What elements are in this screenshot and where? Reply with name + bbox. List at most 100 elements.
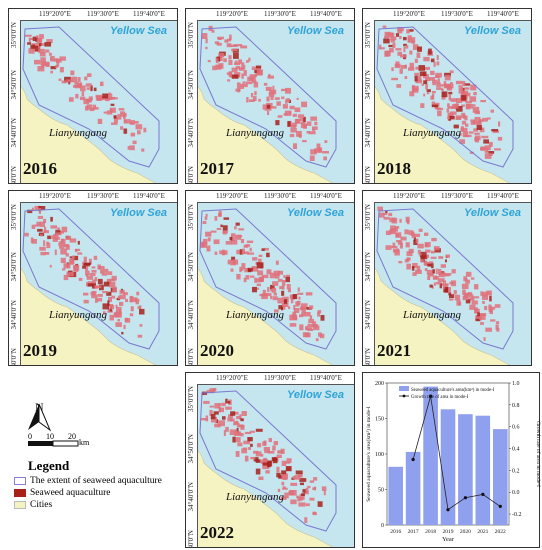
legend-title: Legend	[28, 458, 70, 473]
longitude-ticks: 119°20'0"E 119°30'0"E 119°40'0"E	[9, 9, 177, 21]
longitude-tick: 119°30'0"E	[87, 192, 119, 200]
year-label: 2016	[23, 159, 57, 178]
aquaculture-extent-outline	[199, 208, 337, 350]
year-label: 2019	[23, 341, 57, 360]
latitude-tick: 34°50'0"N	[187, 70, 195, 100]
right-axis-label: Growth rate of area in mode-I	[535, 421, 541, 487]
latitude-tick: 35°0'0"N	[10, 204, 18, 230]
latitude-tick: 34°50'0"N	[10, 70, 18, 100]
latitude-tick: 34°40'0"N	[187, 300, 195, 330]
longitude-tick: 119°40'0"E	[133, 192, 165, 200]
longitude-tick: 119°20'0"E	[216, 10, 248, 18]
year-label: 2022	[200, 523, 234, 542]
latitude-tick: 34°50'0"N	[10, 252, 18, 282]
aquaculture-patches	[24, 34, 147, 152]
legend-bar-swatch	[399, 386, 409, 391]
latitude-tick: 34°30'0"N	[187, 166, 195, 184]
longitude-tick: 119°40'0"E	[310, 374, 342, 382]
legend-label-cities: Cities	[30, 500, 53, 510]
bar-2016	[388, 466, 403, 525]
longitude-tick: 119°30'0"E	[441, 10, 473, 18]
legend-item-extent: The extent of seaweed aquaculture	[14, 476, 162, 486]
latitude-tick: 34°40'0"N	[10, 118, 18, 148]
left-tick-label: 50	[378, 488, 384, 494]
x-tick-label: 2017	[408, 529, 419, 535]
latitude-tick: 34°40'0"N	[364, 118, 372, 148]
growth-point-2020	[463, 496, 467, 500]
map-graphic	[186, 25, 337, 183]
map-graphic	[363, 206, 514, 365]
city-label: Lianyungang	[226, 491, 285, 503]
longitude-tick: 119°40'0"E	[133, 10, 165, 18]
latitude-tick: 35°0'0"N	[187, 22, 195, 48]
left-tick-label: 0	[381, 523, 384, 529]
longitude-ticks: 119°20'0"E 119°30'0"E 119°40'0"E	[186, 191, 354, 203]
coastline-land	[186, 78, 333, 183]
coastline-land	[186, 260, 333, 365]
longitude-tick: 119°20'0"E	[39, 192, 71, 200]
right-tick-label: 0.4	[512, 447, 520, 453]
longitude-tick: 119°40'0"E	[487, 192, 519, 200]
map-panel-2022: 119°20'0"E 119°30'0"E 119°40'0"E 35°0'0"N 34…	[185, 372, 355, 548]
longitude-tick: 119°30'0"E	[264, 374, 296, 382]
legend-label-aquaculture: Seaweed aquaculture	[30, 488, 111, 498]
aquaculture-extent-outline	[22, 208, 160, 350]
city-label: Lianyungang	[403, 309, 462, 321]
growth-point-2021	[481, 492, 485, 496]
aquaculture-patches	[377, 206, 501, 341]
scale-tick-10: 10	[46, 432, 54, 441]
longitude-ticks: 119°20'0"E 119°30'0"E 119°40'0"E	[186, 9, 354, 21]
scale-bar	[28, 440, 79, 447]
map-graphic	[363, 25, 514, 183]
longitude-tick: 119°30'0"E	[87, 10, 119, 18]
legend-label-extent: The extent of seaweed aquaculture	[30, 476, 162, 486]
sea-label: Yellow Sea	[286, 25, 344, 37]
latitude-ticks: 35°0'0"N 34°50'0"N 34°40'0"N 34°30'0"N	[363, 20, 375, 183]
latitude-tick: 34°30'0"N	[187, 348, 195, 366]
scale-bar-labels: 0 10 20 km	[26, 432, 126, 447]
year-label: 2021	[377, 341, 411, 360]
longitude-tick: 119°20'0"E	[393, 192, 425, 200]
longitude-ticks: 119°20'0"E 119°30'0"E 119°40'0"E	[363, 9, 531, 21]
city-label: Lianyungang	[226, 309, 285, 321]
aquaculture-extent-outline	[199, 390, 337, 532]
longitude-tick: 119°20'0"E	[39, 10, 71, 18]
aquaculture-patches	[378, 25, 503, 159]
scale-tick-0: 0	[28, 432, 32, 441]
latitude-tick: 34°30'0"N	[10, 166, 18, 184]
latitude-tick: 34°30'0"N	[10, 348, 18, 366]
map-graphic	[186, 388, 337, 547]
right-tick-label: 1.0	[512, 381, 520, 387]
map-graphic	[186, 208, 337, 365]
growth-point-2017	[411, 457, 415, 462]
left-tick-label: 100	[375, 452, 384, 458]
map-graphic	[9, 205, 160, 365]
map-panel-2016: 119°20'0"E 119°30'0"E 119°40'0"E 35°0'0"N 34…	[8, 8, 178, 184]
right-tick-label: 0.6	[512, 425, 520, 431]
bar-2020	[458, 414, 473, 525]
city-label: Lianyungang	[49, 127, 108, 139]
sea-label: Yellow Sea	[286, 207, 344, 219]
growth-point-2019	[446, 508, 450, 512]
left-axis-label: Seaweed aquaculture's area(km²) in mode-…	[365, 406, 372, 502]
x-tick-label: 2019	[443, 529, 454, 535]
longitude-tick: 119°40'0"E	[310, 192, 342, 200]
latitude-tick: 35°0'0"N	[364, 204, 372, 230]
year-label: 2017	[200, 159, 234, 178]
legend-item-aquaculture: Seaweed aquaculture	[14, 488, 110, 498]
map-graphic	[9, 26, 160, 183]
aquaculture-extent-outline	[376, 26, 514, 168]
latitude-tick: 34°30'0"N	[187, 530, 195, 548]
bar-2019	[440, 409, 456, 525]
longitude-ticks: 119°20'0"E 119°30'0"E 119°40'0"E	[186, 373, 354, 385]
latitude-ticks: 35°0'0"N 34°50'0"N 34°40'0"N 34°30'0"N	[363, 202, 375, 365]
legend-bar-label: Seaweed aquaculture's area(km²) in mode-…	[411, 387, 495, 393]
coastline-land	[363, 260, 510, 365]
latitude-tick: 34°50'0"N	[364, 252, 372, 282]
longitude-ticks: 119°20'0"E 119°30'0"E 119°40'0"E	[363, 191, 531, 203]
map-panel-2021: 119°20'0"E 119°30'0"E 119°40'0"E 35°0'0"N 34…	[362, 190, 532, 366]
latitude-ticks: 35°0'0"N 34°50'0"N 34°40'0"N 34°30'0"N	[9, 20, 21, 183]
longitude-tick: 119°20'0"E	[393, 10, 425, 18]
sea-label: Yellow Sea	[463, 207, 521, 219]
legend-swatch-cities	[14, 500, 26, 509]
